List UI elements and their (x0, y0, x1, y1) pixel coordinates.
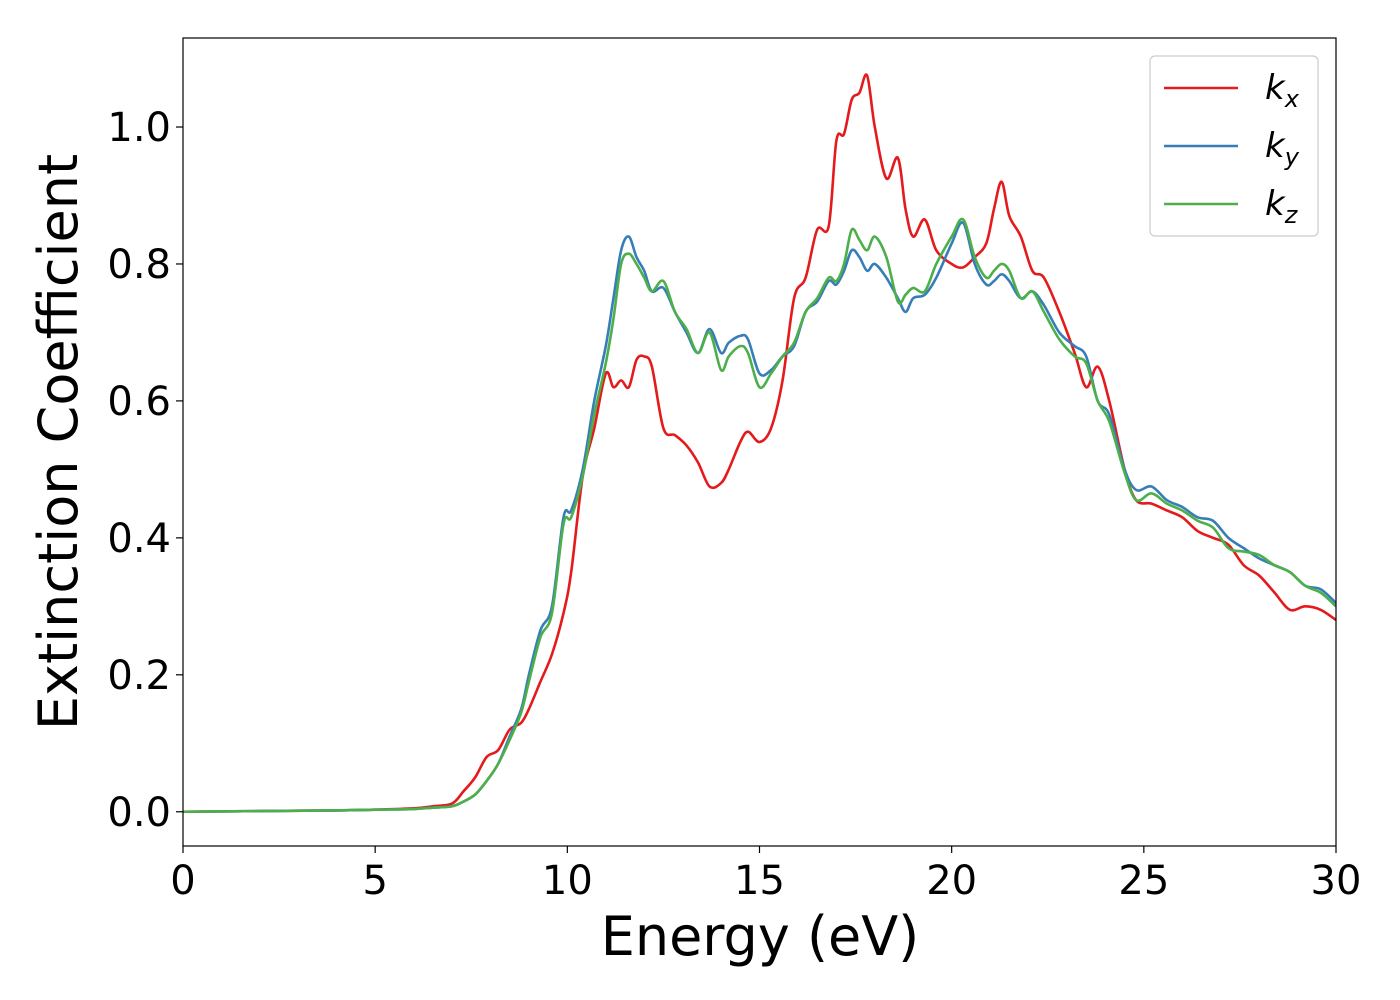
x-tick-label: 0 (170, 858, 195, 904)
y-tick-label: 0.8 (107, 242, 171, 288)
axis-ticks: 0 5 10 15 20 25 30 0.0 0.2 0.4 0.6 0.8 1.0 (107, 105, 1361, 904)
x-tick-label: 10 (542, 858, 593, 904)
series-line-kz (183, 217, 1336, 814)
x-tick-label: 20 (926, 858, 977, 904)
y-axis-label: Extinction Coefficient (27, 154, 90, 730)
legend-label-ky: ky (1265, 126, 1300, 171)
x-tick-label: 25 (1118, 858, 1169, 904)
y-tick-label: 0.6 (107, 379, 171, 425)
x-axis-label: Energy (eV) (601, 905, 920, 968)
plot-area (183, 73, 1336, 814)
legend-label-kx: kx (1265, 68, 1300, 113)
legend: kx ky kz (1149, 55, 1319, 237)
x-tick-label: 5 (362, 858, 387, 904)
y-tick-label: 1.0 (107, 105, 171, 151)
y-tick-label: 0.0 (107, 790, 171, 836)
x-tick-label: 15 (734, 858, 785, 904)
y-tick-label: 0.4 (107, 516, 171, 562)
legend-label-kz: kz (1265, 184, 1299, 229)
y-tick-label: 0.2 (107, 653, 171, 699)
x-tick-label: 30 (1311, 858, 1362, 904)
series-line-ky (183, 221, 1336, 814)
